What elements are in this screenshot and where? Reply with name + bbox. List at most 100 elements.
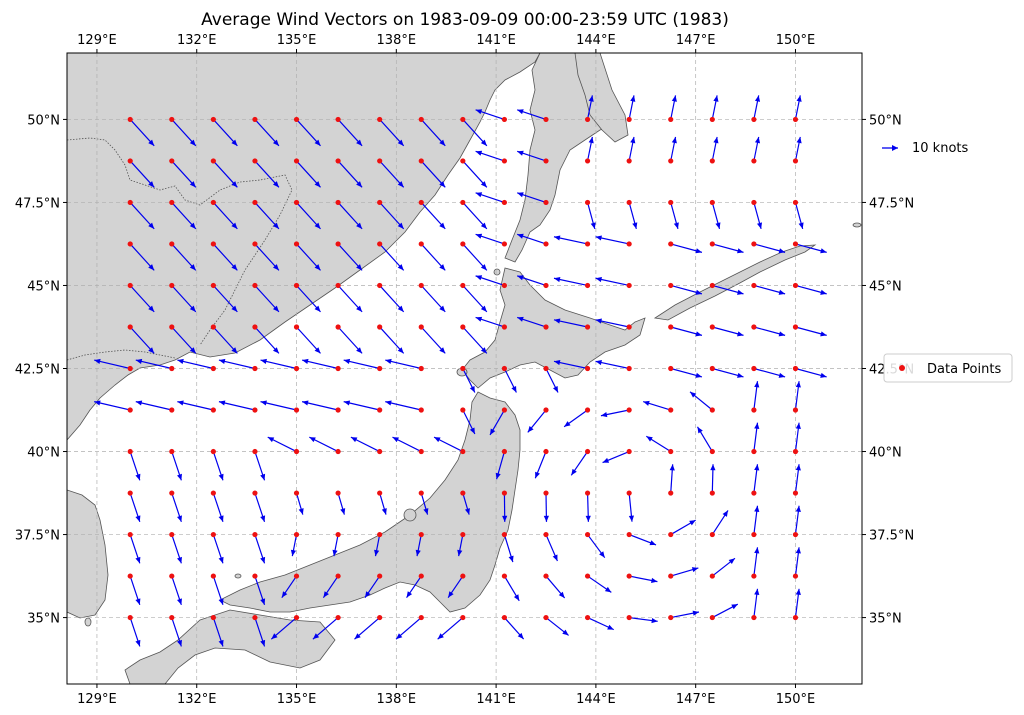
data-point — [792, 282, 799, 289]
data-point — [501, 448, 508, 455]
wind-vector-shaft — [385, 401, 422, 411]
data-point — [751, 158, 757, 164]
wind-vector-head — [695, 248, 702, 254]
data-point — [293, 241, 300, 247]
wind-vector-head — [148, 347, 155, 354]
data-point — [210, 614, 216, 621]
data-point — [501, 158, 508, 164]
data-point — [335, 407, 341, 413]
data-point — [127, 324, 133, 330]
data-point — [335, 614, 341, 621]
data-point — [709, 282, 715, 289]
wind-vector-head — [671, 95, 677, 102]
data-point — [127, 407, 133, 413]
wind-vector-head — [343, 400, 351, 406]
data-point — [543, 573, 549, 579]
wind-vector-head — [314, 305, 321, 312]
data-point — [668, 448, 674, 455]
data-point — [169, 365, 175, 372]
wind-vector-head — [757, 222, 763, 229]
data-point — [460, 573, 466, 579]
data-point — [377, 158, 383, 164]
wind-vector-head — [754, 381, 760, 388]
wind-vector-head — [795, 505, 801, 513]
wind-vector-head — [323, 591, 329, 598]
data-point — [460, 116, 466, 123]
data-point — [792, 448, 799, 455]
wind-vector-head — [302, 400, 309, 406]
wind-vector-head — [513, 594, 520, 601]
wind-vector-head — [475, 109, 483, 115]
wind-vector-head — [553, 276, 561, 283]
data-point — [377, 531, 383, 538]
data-point — [460, 407, 466, 413]
data-point — [169, 324, 175, 330]
data-point — [584, 324, 591, 330]
wind-vector-head — [135, 358, 143, 364]
wind-vector-head — [778, 331, 786, 337]
wind-vector-head — [272, 264, 279, 271]
wind-vector-head — [695, 331, 702, 337]
data-point — [751, 365, 757, 372]
wind-vector-head — [397, 139, 404, 146]
wind-vector-head — [94, 400, 101, 406]
wind-vector-head — [585, 515, 591, 522]
wind-vector-head — [564, 421, 571, 427]
wind-vector-shaft — [135, 359, 172, 370]
data-point — [377, 282, 383, 289]
wind-vector-head — [340, 508, 346, 515]
wind-vector-head — [148, 139, 155, 146]
wind-vector-head — [260, 473, 266, 481]
wind-vector-head — [397, 347, 404, 354]
wind-vector-head — [392, 437, 399, 443]
data-point — [709, 365, 715, 372]
wind-vector-head — [397, 305, 404, 312]
x-axis-top: 129°E 132°E 135°E 138°E 141°E 144°E 147°E 150°E — [77, 33, 815, 53]
wind-vector-head — [517, 632, 524, 640]
wind-vector-head — [260, 639, 266, 647]
wind-vector-head — [820, 372, 827, 378]
wind-vector-head — [599, 551, 605, 558]
data-point — [460, 531, 466, 538]
wind-vector-head — [517, 192, 524, 198]
data-point — [792, 573, 799, 579]
wind-vector-head — [281, 591, 288, 598]
data-point — [460, 490, 466, 496]
data-point — [377, 365, 383, 372]
wind-vector-head — [737, 331, 744, 337]
data-point — [709, 158, 715, 164]
wind-vector-head — [475, 275, 483, 281]
data-point — [169, 448, 175, 455]
data-point — [127, 199, 133, 206]
data-point — [418, 407, 424, 413]
data-point — [751, 241, 757, 247]
wind-vector-head — [356, 181, 363, 188]
wind-vector-head — [271, 633, 278, 640]
wind-vector-head — [571, 468, 577, 476]
wind-vector-head — [722, 510, 729, 517]
data-point — [127, 531, 133, 538]
data-point — [335, 199, 341, 206]
wind-vector-head — [689, 520, 696, 526]
wind-vector-head — [517, 316, 524, 322]
wind-vector-head — [475, 316, 483, 322]
data-point — [460, 158, 466, 164]
data-point — [127, 490, 133, 496]
wind-vector-head — [673, 222, 679, 229]
wind-vector-head — [490, 428, 496, 435]
data-point — [626, 241, 632, 247]
data-point — [377, 241, 383, 247]
data-point — [584, 448, 591, 455]
wind-vector-head — [508, 555, 514, 563]
wind-vector-head — [218, 473, 224, 481]
data-point — [501, 614, 508, 621]
wind-vector-head — [267, 437, 275, 443]
data-points — [127, 116, 799, 621]
data-point — [501, 241, 508, 247]
y-tick-label-left: 50°N — [27, 113, 60, 128]
data-point — [792, 407, 799, 413]
quiver-key-arrow-head — [892, 145, 898, 151]
x-tick-label-top: 129°E — [77, 33, 117, 48]
land-honshu — [219, 391, 521, 613]
wind-vector-head — [290, 549, 297, 557]
